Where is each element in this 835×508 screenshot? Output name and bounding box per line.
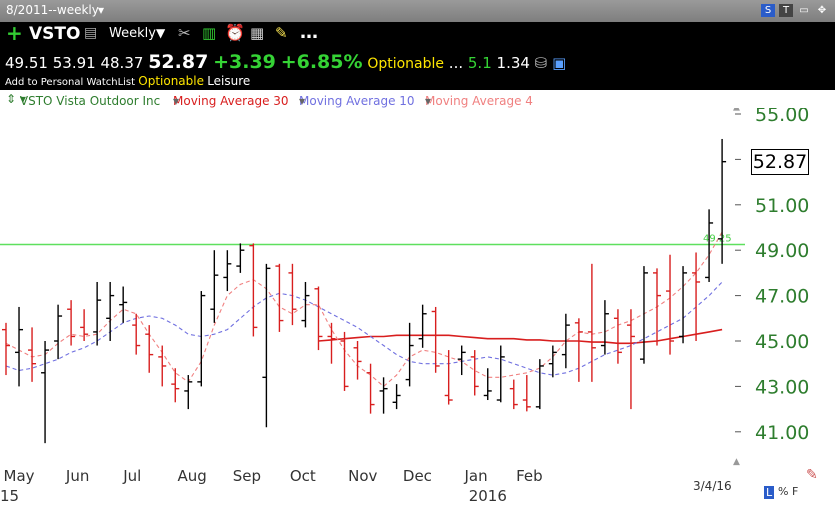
last-price: 52.87 [148,51,209,73]
y-tick-label: 51.00 [755,195,809,217]
symbol-label[interactable]: VSTO [29,24,81,44]
ma-line-moving-average-4 [5,231,723,388]
x-tick-label: Oct [290,467,316,485]
open-value: 49.51 [5,54,48,72]
scale-fib-button[interactable]: F [792,485,799,498]
tools-icon[interactable]: ✂ [178,24,191,42]
x-tick-label: Jan [463,467,487,485]
x-tick-label: Dec [403,467,432,485]
low-value: 48.37 [100,54,144,72]
y-tick-label: 43.00 [755,376,809,398]
period-select[interactable]: Weekly [109,26,156,41]
sub-line: Add to Personal WatchList Optionable Lei… [5,74,250,88]
indicator-legend: ⇕ VSTO Vista Outdoor Inc ▾ Moving Averag… [6,92,533,108]
save-icon[interactable]: ▣ [552,54,567,72]
period-dropdown-icon[interactable]: ▼ [156,26,166,40]
scroll-down-icon[interactable]: ▲ [733,457,740,467]
s-badge-icon[interactable]: S [761,4,775,17]
edit-icon[interactable]: ✎ [806,467,818,483]
x-tick-label: Jun [65,467,89,485]
window-controls: S T ▭ ✥ [761,4,829,17]
x-year-label: 15 [0,487,19,505]
more-dots[interactable]: … [300,22,318,43]
legend-ma30-label: Moving Average 30 [173,94,289,108]
title-dropdown-icon[interactable]: ▾ [98,3,105,17]
change-pct: +6.85% [280,51,363,73]
scale-linear-button[interactable]: L [764,486,775,499]
ma-line-moving-average-10 [5,281,723,376]
database-icon[interactable]: ⛁ [534,54,548,72]
dots-label: ... [448,54,464,72]
legend-security[interactable]: ⇕ VSTO Vista Outdoor Inc ▾ [6,92,161,108]
window-titlebar: 8/2011--weekly ▾ S T ▭ ✥ [0,0,835,22]
chart-date: 3/4/16 [693,479,732,493]
grid-icon[interactable]: ▦ [250,24,265,42]
y-tick-label: 55.00 [755,108,809,126]
optionable-label: Optionable [367,56,445,72]
ma-line-moving-average-30 [318,328,723,345]
legend-ma10-label: Moving Average 10 [299,94,415,108]
change-value: +3.39 [213,51,276,73]
last-price-box: 52.87 [751,149,809,175]
quote-toolbar: + VSTO ▤ Weekly ▼ ✂ ▥ ⏰ ▦ ✎ … 49.51 53.9… [0,22,835,90]
minimize-icon[interactable]: ▭ [799,5,809,16]
t-badge-icon[interactable]: T [779,4,793,17]
industry-label: Leisure [207,74,251,88]
window-title[interactable]: 8/2011--weekly [6,3,99,17]
legend-ma4-label: Moving Average 4 [425,94,533,108]
printer-icon[interactable]: ▤ [84,25,98,41]
x-tick-label: Feb [516,467,543,485]
scale-percent-button[interactable]: % [778,485,789,498]
x-tick-label: Jul [122,467,141,485]
alarm-icon[interactable]: ⏰ [225,23,245,42]
horizontal-line-label: 49.25 [703,234,732,245]
y-tick-label: 49.00 [755,240,809,262]
add-watchlist-link[interactable]: Add to Personal WatchList [5,77,136,88]
x-year-label: 2016 [469,487,507,505]
price-chart[interactable]: 49.2555.0053.0051.0049.0047.0045.0043.00… [0,108,835,508]
note-icon[interactable]: ✎ [275,24,288,42]
optionable-sub: Optionable [138,74,204,88]
stat2: 1.34 [496,54,530,72]
y-tick-label: 41.00 [755,422,809,444]
chart-icon[interactable]: ▥ [202,24,217,42]
quote-line: 49.51 53.91 48.37 52.87 +3.39 +6.85% Opt… [5,51,566,73]
add-symbol-icon[interactable]: + [6,21,23,45]
x-tick-label: Sep [233,467,261,485]
y-tick-label: 47.00 [755,286,809,308]
high-value: 53.91 [52,54,96,72]
x-tick-label: Aug [178,467,207,485]
x-tick-label: May [4,467,35,485]
move-icon[interactable]: ✥ [817,5,827,16]
stat1: 5.1 [467,54,492,72]
legend-security-label: VSTO Vista Outdoor Inc [19,94,161,108]
scroll-up-icon[interactable]: ▲ [733,108,740,112]
x-tick-label: Nov [348,467,377,485]
y-tick-label: 45.00 [755,331,809,353]
